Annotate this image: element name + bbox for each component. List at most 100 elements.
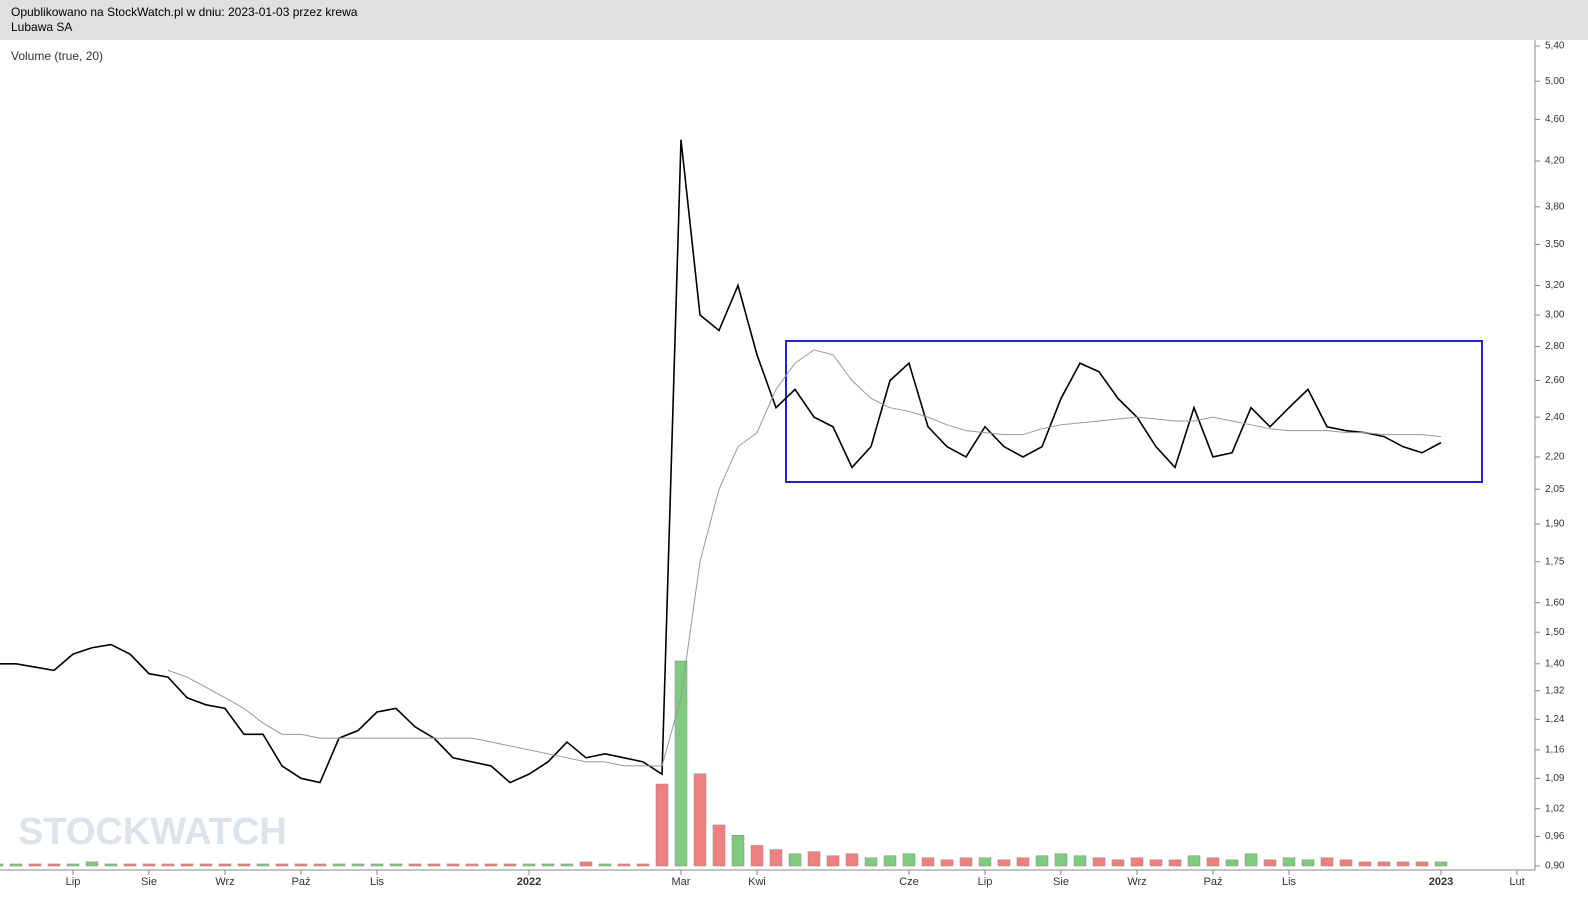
volume-bar [389,863,403,867]
x-tick-label: Wrz [1127,876,1146,888]
volume-bar [85,861,99,867]
volume-bar [560,863,574,867]
volume-bar [142,863,156,867]
volume-bar [408,863,422,867]
x-tick-label: Paź [292,876,311,888]
volume-bar [28,863,42,867]
range-box [785,340,1483,483]
y-tick-label: 1,16 [1545,744,1565,755]
volume-bar [769,849,783,867]
volume-bar [902,853,916,867]
series-line [0,139,1442,784]
y-tick-label: 2,20 [1545,452,1565,463]
y-tick-label: 3,20 [1545,280,1565,291]
volume-bar [598,863,612,867]
y-tick-label: 3,00 [1545,310,1565,321]
volume-bar [845,853,859,867]
volume-bar [1054,853,1068,867]
volume-bar [1225,859,1239,867]
y-tick-label: 1,02 [1545,803,1565,814]
volume-bar [1434,861,1448,867]
volume-bar [617,863,631,867]
x-tick-label: Lis [1282,876,1297,888]
volume-bar [655,783,669,867]
y-tick-label: 5,00 [1545,76,1565,87]
y-tick-label: 1,24 [1545,714,1565,725]
volume-bar [237,863,251,867]
y-tick-label: 1,50 [1545,627,1565,638]
volume-bar [788,853,802,867]
volume-bar [807,851,821,867]
volume-bar [1111,859,1125,867]
volume-bar [750,845,764,867]
volume-bar [826,855,840,867]
volume-bar [294,863,308,867]
y-tick-label: 1,09 [1545,773,1565,784]
x-tick-label: Kwi [748,876,766,888]
volume-bar [1301,859,1315,867]
volume-bar [940,859,954,867]
volume-bar [1377,861,1391,867]
volume-bar [1149,859,1163,867]
x-tick-label: 2023 [1429,876,1453,888]
x-tick-label: Wrz [215,876,234,888]
watermark: STOCKWATCH [18,811,287,853]
y-tick-label: 1,75 [1545,556,1565,567]
volume-bar [712,824,726,867]
volume-bar [199,863,213,867]
volume-bar [275,863,289,867]
volume-bar [1073,855,1087,867]
volume-bar [693,773,707,867]
volume-bar [1396,861,1410,867]
volume-bar [959,857,973,867]
instrument: Lubawa SA [11,20,73,34]
y-tick-label: 1,90 [1545,519,1565,530]
y-tick-label: 2,80 [1545,341,1565,352]
volume-bar [1415,861,1429,867]
y-tick-label: 4,20 [1545,156,1565,167]
volume-bar [66,863,80,867]
volume-bar [256,863,270,867]
volume-bar [1187,855,1201,867]
volume-bar [313,863,327,867]
x-tick-label: Lis [370,876,385,888]
volume-bar [180,863,194,867]
x-tick-label: Cze [899,876,919,888]
y-tick-label: 1,60 [1545,597,1565,608]
y-tick-label: 2,05 [1545,484,1565,495]
volume-bar [997,859,1011,867]
volume-bar [1244,853,1258,867]
y-tick-label: 3,80 [1545,201,1565,212]
volume-bar [465,863,479,867]
volume-bar [731,835,745,867]
volume-bar [332,863,346,867]
volume-bar [123,863,137,867]
volume-bar [1016,857,1030,867]
volume-bar [636,863,650,867]
volume-bar [1092,857,1106,867]
x-tick-label: 2022 [517,876,541,888]
volume-bar [370,863,384,867]
y-tick-label: 2,40 [1545,412,1565,423]
x-tick-label: Lip [66,876,81,888]
x-tick-label: Sie [1053,876,1069,888]
y-tick-label: 2,60 [1545,375,1565,386]
y-tick-label: 0,90 [1545,861,1565,872]
x-tick-label: Sie [141,876,157,888]
volume-bar [484,863,498,867]
volume-bar [47,863,61,867]
volume-bar [579,861,593,867]
chart-title: Volume (true, 20) [11,49,103,63]
volume-bar [446,863,460,867]
volume-bar [218,863,232,867]
y-tick-label: 3,50 [1545,239,1565,250]
x-tick-label: Mar [672,876,691,888]
header: Opublikowano na StockWatch.pl w dniu: 20… [0,0,1588,40]
y-tick-label: 1,40 [1545,658,1565,669]
volume-bar [1130,857,1144,867]
volume-bar [1320,857,1334,867]
y-tick-label: 5,40 [1545,41,1565,52]
volume-bar [883,855,897,867]
